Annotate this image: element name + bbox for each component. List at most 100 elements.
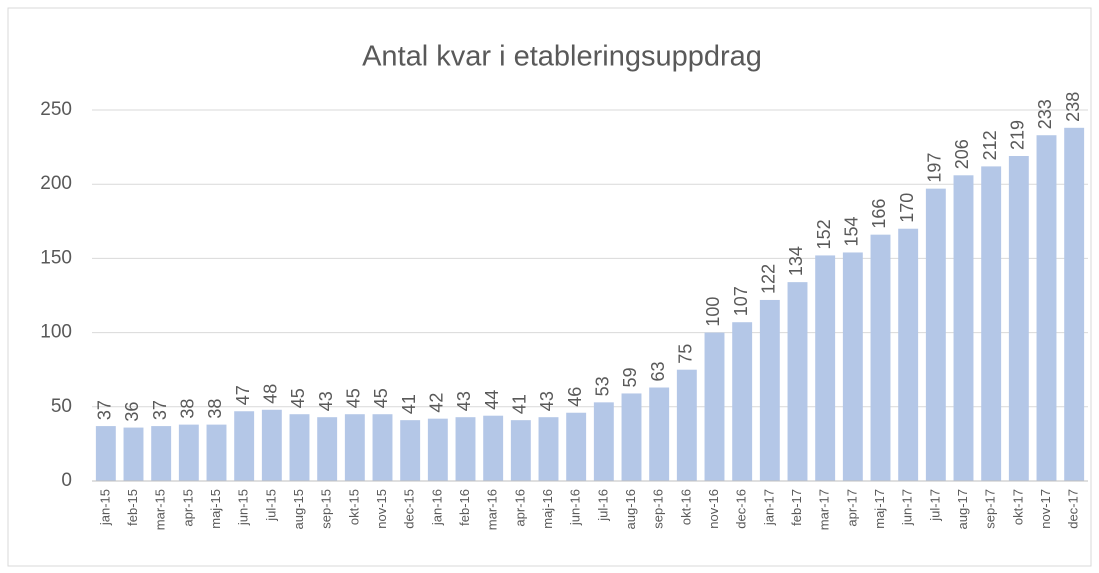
x-tick-label: okt-15 [346, 489, 361, 525]
data-label: 38 [178, 399, 198, 419]
data-label: 43 [537, 391, 557, 411]
data-label: 100 [703, 297, 723, 327]
x-tick-label: aug-17 [955, 489, 970, 529]
bar [317, 417, 338, 481]
bar [953, 175, 974, 481]
data-label: 197 [925, 153, 945, 183]
data-label: 212 [980, 130, 1000, 160]
bar [621, 393, 642, 481]
x-tick-label: maj-16 [540, 489, 555, 529]
y-tick-label: 250 [40, 99, 72, 120]
x-tick-label: maj-15 [208, 489, 223, 529]
y-tick-label: 150 [40, 247, 72, 268]
bar [261, 409, 282, 481]
bar [178, 424, 199, 481]
bar [704, 332, 725, 481]
x-tick-label: apr-17 [844, 489, 859, 527]
x-tick-label: aug-15 [291, 489, 306, 529]
x-tick-label: aug-16 [623, 489, 638, 529]
data-label: 38 [205, 399, 225, 419]
chart-title: Antal kvar i etableringsuppdrag [362, 41, 762, 73]
x-tick-label: feb-15 [125, 489, 140, 526]
x-tick-label: dec-15 [402, 489, 417, 529]
bar [234, 411, 255, 481]
data-label: 45 [371, 388, 391, 408]
x-tick-label: jul-15 [263, 489, 278, 522]
bar [538, 417, 559, 481]
x-tick-label: dec-16 [734, 489, 749, 529]
x-tick-label: mar-15 [153, 489, 168, 530]
bar [510, 420, 531, 481]
data-label: 43 [454, 391, 474, 411]
bar [1064, 127, 1085, 482]
bar [151, 426, 172, 481]
bar [593, 402, 614, 481]
data-label: 45 [344, 388, 364, 408]
x-tick-label: feb-17 [789, 489, 804, 526]
data-label: 37 [150, 400, 170, 420]
data-label: 122 [759, 264, 779, 294]
x-tick-label: jan-16 [429, 489, 444, 526]
bar [483, 415, 504, 481]
bar [344, 414, 365, 481]
x-tick-label: feb-16 [457, 489, 472, 526]
x-tick-label: sep-17 [983, 489, 998, 529]
bar [925, 188, 946, 482]
bar [427, 418, 448, 481]
bar [981, 166, 1002, 481]
data-label: 170 [897, 193, 917, 223]
x-tick-label: apr-15 [180, 489, 195, 527]
bar [815, 255, 836, 481]
data-label: 46 [565, 387, 585, 407]
x-tick-label: jan-15 [97, 489, 112, 526]
bar [898, 228, 919, 481]
x-tick-label: okt-16 [678, 489, 693, 525]
bar [842, 252, 863, 481]
x-tick-label: maj-17 [872, 489, 887, 529]
x-tick-label: jan-17 [761, 489, 776, 526]
y-tick-label: 0 [61, 470, 72, 491]
bar [289, 414, 310, 481]
data-label: 48 [261, 384, 281, 404]
data-label: 233 [1035, 99, 1055, 129]
y-tick-label: 100 [40, 322, 72, 343]
bar [123, 427, 144, 481]
x-tick-label: nov-17 [1038, 489, 1053, 529]
x-tick-label: dec-17 [1066, 489, 1081, 529]
bar [676, 369, 697, 481]
data-label: 75 [676, 344, 696, 364]
data-label: 37 [95, 400, 115, 420]
data-label: 154 [842, 216, 862, 246]
data-label: 36 [122, 402, 142, 422]
data-label: 166 [869, 199, 889, 229]
x-tick-label: mar-16 [485, 489, 500, 530]
x-tick-label: jun-17 [900, 489, 915, 526]
data-label: 59 [620, 367, 640, 387]
data-label: 134 [786, 246, 806, 276]
data-label: 43 [316, 391, 336, 411]
data-label: 44 [482, 390, 502, 410]
x-tick-label: nov-16 [706, 489, 721, 529]
x-tick-label: jun-16 [568, 489, 583, 526]
bar [95, 426, 116, 481]
bar [455, 417, 476, 481]
data-label: 152 [814, 219, 834, 249]
data-label: 238 [1063, 92, 1083, 122]
bar [1036, 135, 1057, 481]
x-tick-label: mar-17 [817, 489, 832, 530]
bar [649, 387, 670, 481]
x-tick-label: jul-17 [927, 489, 942, 522]
data-label: 206 [952, 139, 972, 169]
bar [566, 412, 587, 481]
bar [372, 414, 393, 481]
x-tick-label: okt-17 [1010, 489, 1025, 525]
x-tick-label: nov-15 [374, 489, 389, 529]
data-label: 47 [233, 385, 253, 405]
bar [759, 299, 780, 481]
x-tick-label: jun-15 [236, 489, 251, 526]
bar [400, 420, 421, 481]
bar [206, 424, 227, 481]
y-tick-label: 50 [51, 396, 72, 417]
data-label: 45 [288, 388, 308, 408]
